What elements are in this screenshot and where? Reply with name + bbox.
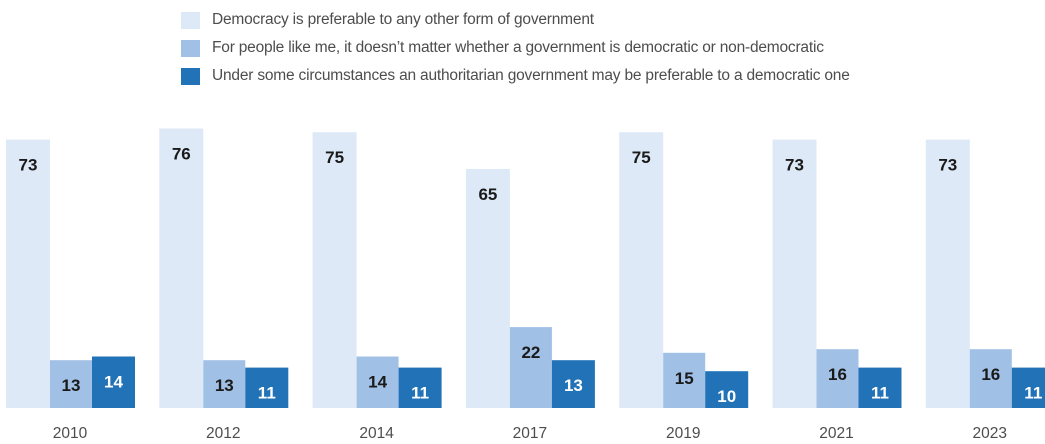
bar-doesnt-matter-2014 [356, 356, 399, 408]
data-label-authoritarian-preferable-2014: 11 [411, 384, 429, 403]
data-label-authoritarian-preferable-2010: 14 [104, 373, 123, 392]
x-tick-label-2021: 2021 [819, 425, 853, 442]
bar-doesnt-matter-2019 [663, 352, 706, 408]
bar-doesnt-matter-2021 [816, 349, 859, 408]
data-label-authoritarian-preferable-2021: 11 [871, 384, 889, 403]
bar-doesnt-matter-2023 [969, 349, 1012, 408]
legend-swatch [181, 67, 200, 85]
data-label-authoritarian-preferable-2017: 13 [564, 376, 583, 395]
data-label-doesnt-matter-2023: 16 [981, 365, 1000, 384]
data-label-democracy-preferable-2017: 65 [478, 185, 497, 204]
data-label-doesnt-matter-2019: 15 [675, 369, 694, 388]
bar-democracy-preferable-2012 [159, 128, 204, 408]
bar-democracy-preferable-2017 [465, 169, 510, 408]
data-label-doesnt-matter-2012: 13 [215, 376, 234, 395]
x-tick-label-2012: 2012 [206, 425, 240, 442]
bar-doesnt-matter-2012 [203, 360, 246, 408]
x-tick-label-2014: 2014 [359, 425, 394, 442]
legend-label: Under some circumstances an authoritaria… [212, 67, 850, 84]
data-label-democracy-preferable-2014: 75 [325, 148, 344, 167]
legend-label: Democracy is preferable to any other for… [212, 11, 594, 28]
data-label-democracy-preferable-2010: 73 [19, 156, 38, 175]
bar-authoritarian-preferable-2023 [1011, 367, 1045, 408]
legend-swatch [181, 39, 200, 57]
bar-democracy-preferable-2021 [772, 139, 817, 408]
bar-doesnt-matter-2010 [50, 360, 92, 408]
x-tick-label-2010: 2010 [53, 425, 88, 442]
bar-democracy-preferable-2023 [925, 139, 970, 408]
bar-authoritarian-preferable-2014 [398, 367, 442, 408]
data-label-doesnt-matter-2010: 13 [62, 376, 81, 395]
chart-legend: Democracy is preferable to any other for… [181, 6, 850, 90]
data-label-authoritarian-preferable-2023: 11 [1024, 384, 1042, 403]
bar-doesnt-matter-2017 [509, 327, 552, 408]
x-tick-label-2017: 2017 [513, 425, 547, 442]
legend-item-authoritarian-preferable: Under some circumstances an authoritaria… [181, 62, 850, 90]
legend-label: For people like me, it doesn’t matter wh… [212, 39, 824, 56]
data-label-democracy-preferable-2023: 73 [938, 156, 957, 175]
bar-authoritarian-preferable-2021 [858, 367, 902, 408]
bar-authoritarian-preferable-2012 [245, 367, 289, 408]
bar-authoritarian-preferable-2010 [92, 356, 135, 408]
x-tick-label-2019: 2019 [666, 425, 700, 442]
data-label-democracy-preferable-2019: 75 [632, 148, 651, 167]
x-tick-label-2023: 2023 [973, 425, 1007, 442]
bar-democracy-preferable-2014 [312, 132, 357, 408]
data-label-doesnt-matter-2017: 22 [521, 343, 540, 362]
legend-item-democracy-preferable: Democracy is preferable to any other for… [181, 6, 850, 34]
bar-democracy-preferable-2019 [619, 132, 664, 408]
bar-authoritarian-preferable-2019 [705, 371, 749, 408]
legend-swatch [181, 11, 200, 29]
data-label-democracy-preferable-2012: 76 [172, 145, 191, 164]
bar-democracy-preferable-2010 [6, 139, 50, 408]
legend-item-doesnt-matter: For people like me, it doesn’t matter wh… [181, 34, 850, 62]
data-label-democracy-preferable-2021: 73 [785, 156, 804, 175]
data-label-doesnt-matter-2021: 16 [828, 365, 847, 384]
data-label-authoritarian-preferable-2019: 10 [717, 387, 736, 406]
bar-authoritarian-preferable-2017 [551, 360, 595, 408]
data-label-authoritarian-preferable-2012: 11 [258, 384, 276, 403]
data-label-doesnt-matter-2014: 14 [368, 373, 387, 392]
